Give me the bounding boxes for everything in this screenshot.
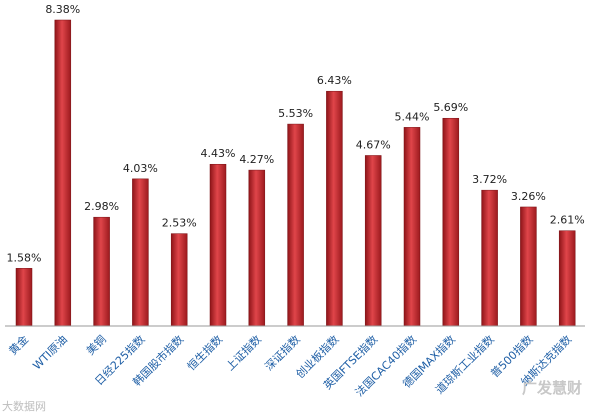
- data-label: 4.67%: [356, 138, 391, 151]
- data-label: 3.72%: [472, 173, 507, 186]
- bar: [481, 189, 498, 327]
- category-label: WTI原油: [30, 332, 70, 372]
- bar: [209, 163, 227, 327]
- category-label: 恒生指数: [184, 332, 225, 373]
- bar: [93, 216, 110, 327]
- data-label: 2.98%: [84, 200, 119, 213]
- data-label: 1.58%: [7, 251, 42, 264]
- bar: [287, 123, 304, 327]
- bar: [15, 268, 33, 327]
- bar: [558, 230, 576, 327]
- category-label: 美铜: [83, 332, 108, 357]
- data-label: 2.61%: [550, 214, 585, 227]
- data-label: 4.03%: [123, 162, 158, 175]
- data-label: 3.26%: [511, 190, 546, 203]
- data-label: 4.27%: [239, 153, 274, 166]
- category-label: 深证指数: [262, 332, 303, 373]
- bar: [520, 206, 537, 327]
- data-label: 6.43%: [317, 74, 352, 87]
- bar: [54, 19, 72, 327]
- data-label: 5.44%: [395, 110, 430, 123]
- bar: [326, 90, 343, 327]
- bar: [442, 117, 460, 327]
- watermark-left: 大数据网: [2, 400, 46, 413]
- data-label: 5.53%: [278, 107, 313, 120]
- category-label: 上证指数: [223, 332, 264, 373]
- data-label: 8.38%: [45, 3, 80, 16]
- bar: [170, 233, 188, 327]
- category-label: 黄金: [6, 332, 31, 357]
- data-label: 4.43%: [201, 147, 236, 160]
- data-label: 5.69%: [433, 101, 468, 114]
- bar: [132, 178, 149, 327]
- bar: [364, 155, 382, 327]
- bar: [248, 169, 266, 327]
- watermark-right: 广发慧财: [521, 379, 582, 397]
- data-label: 2.53%: [162, 217, 197, 230]
- bar: [403, 127, 421, 327]
